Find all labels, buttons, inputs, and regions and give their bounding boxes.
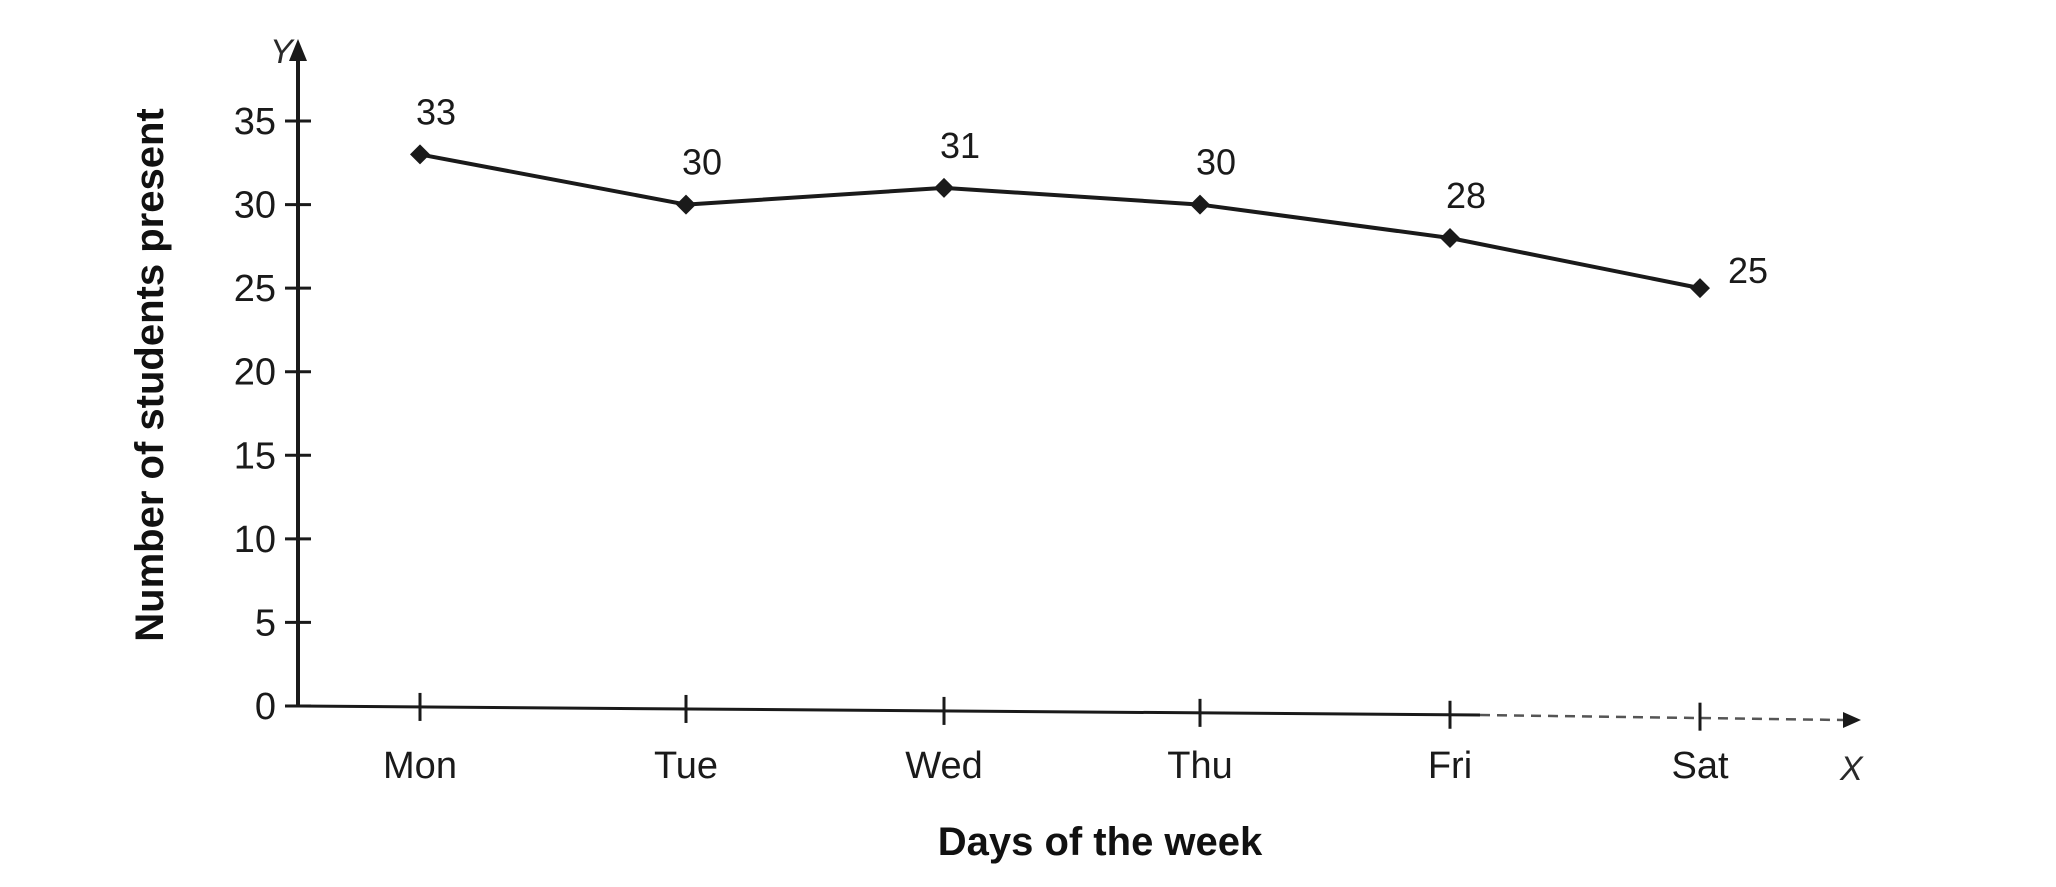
- x-ticks: Mon Tue Wed Thu Fri Sat: [383, 692, 1729, 787]
- y-tick-label: 25: [234, 268, 276, 310]
- data-point-wed: [934, 177, 954, 198]
- y-tick-label: 15: [234, 435, 276, 477]
- data-point-thu: [1190, 194, 1210, 215]
- data-point-tue: [676, 194, 696, 215]
- data-label-thu: 30: [1196, 142, 1236, 183]
- data-label-tue: 30: [682, 142, 722, 183]
- x-tick-label-tue: Tue: [654, 745, 718, 787]
- data-point-sat: [1690, 278, 1710, 299]
- data-point-fri: [1440, 228, 1460, 248]
- x-axis-title: Days of the week: [938, 820, 1263, 864]
- x-axis-arrow: [1843, 712, 1861, 728]
- x-axis: [297, 704, 1481, 717]
- data-label-wed: 31: [940, 125, 980, 166]
- y-tick-label: 35: [234, 101, 276, 143]
- x-tick-label-fri: Fri: [1428, 745, 1472, 787]
- x-tick-label-wed: Wed: [905, 745, 982, 787]
- y-ticks: 0 5 10 15 20 25 30 35: [234, 101, 311, 728]
- x-tick-label-sat: Sat: [1671, 745, 1728, 787]
- x-tick-label-mon: Mon: [383, 745, 457, 787]
- y-tick-label: 10: [234, 519, 276, 561]
- x-axis-letter: X: [1839, 750, 1864, 788]
- y-tick-label: 30: [234, 185, 276, 227]
- series-line: [419, 152, 1701, 291]
- data-label-fri: 28: [1446, 175, 1486, 216]
- y-tick-label: 20: [234, 352, 276, 394]
- data-label-mon: 33: [416, 91, 456, 132]
- data-point-mon: [410, 144, 430, 165]
- data-labels: 33 30 31 30 28 25: [416, 91, 1768, 291]
- series-attendance: [419, 152, 1701, 291]
- y-tick-label: 5: [255, 602, 276, 644]
- y-axis-title: Number of students present: [128, 108, 172, 641]
- x-tick-label-thu: Thu: [1167, 745, 1232, 787]
- chart-axes: [289, 39, 1861, 728]
- data-points: [410, 144, 1710, 299]
- x-axis-extension: [1479, 713, 1844, 722]
- y-tick-label: 0: [255, 686, 276, 728]
- data-label-sat: 25: [1728, 250, 1768, 291]
- y-axis-arrow: [289, 39, 307, 61]
- y-axis-letter: Y: [270, 33, 295, 71]
